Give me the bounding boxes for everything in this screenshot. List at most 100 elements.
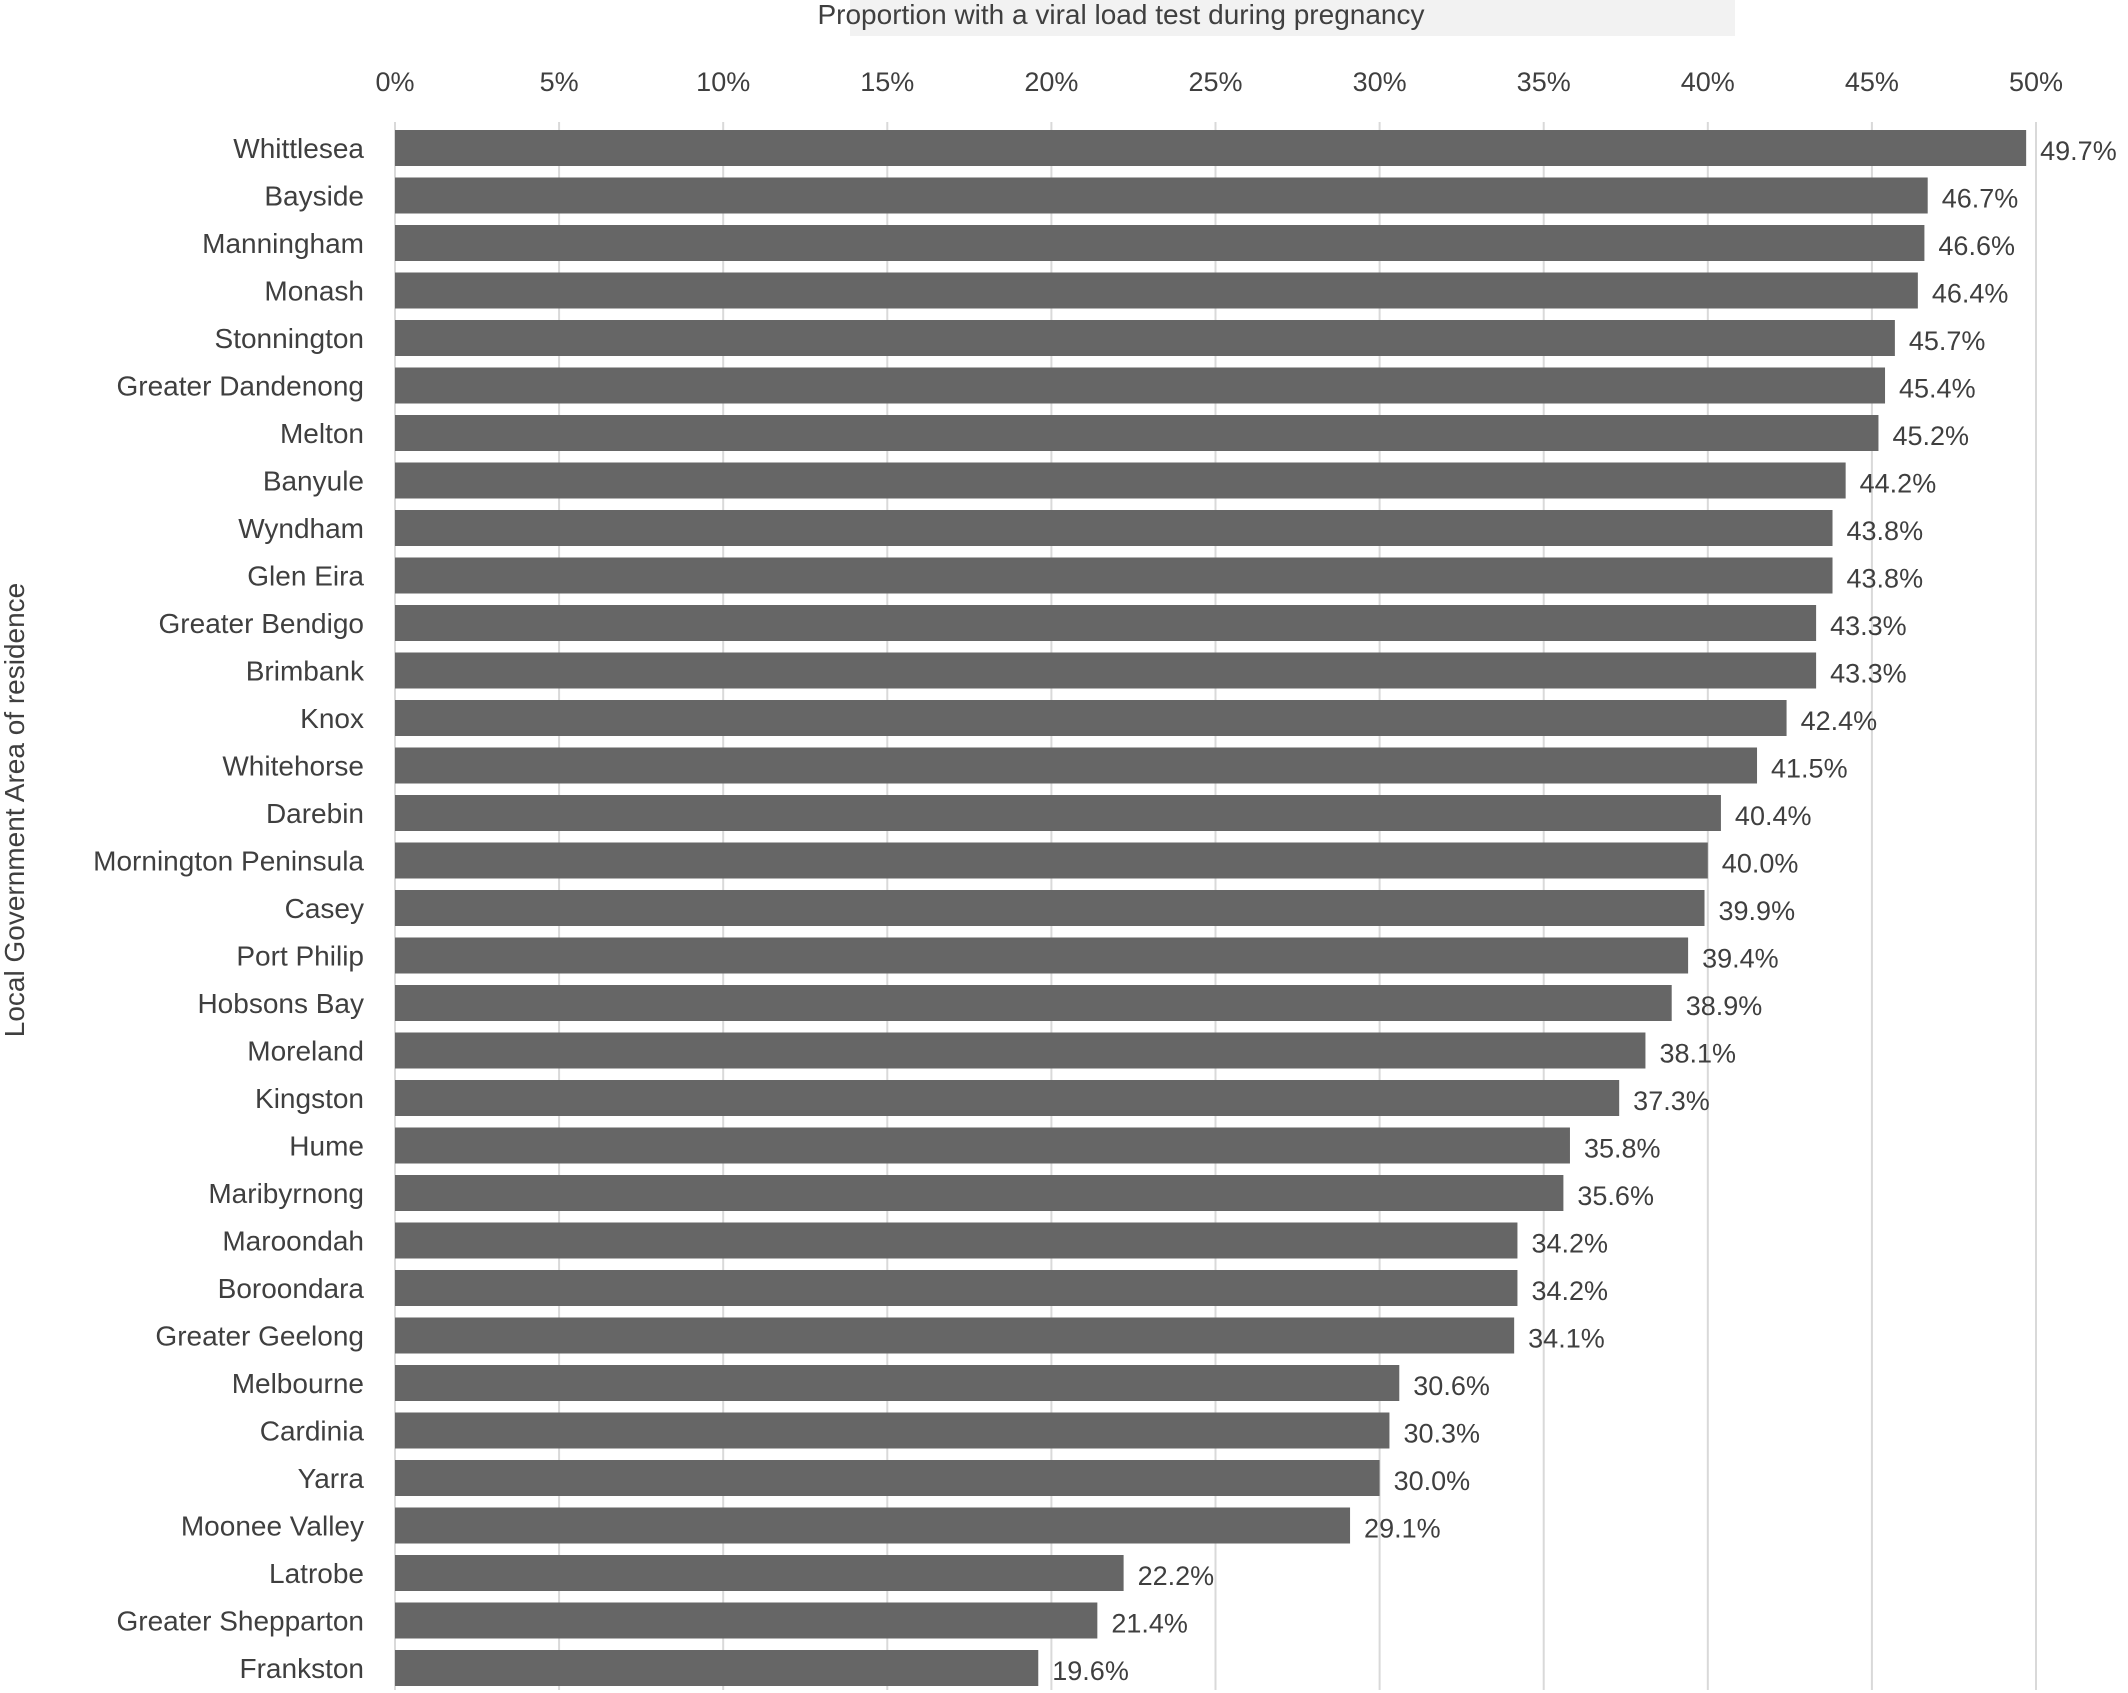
bar bbox=[395, 320, 1895, 356]
y-axis-title: Local Government Area of residence bbox=[0, 583, 30, 1037]
category-label: Brimbank bbox=[246, 656, 365, 687]
category-label: Manningham bbox=[202, 228, 364, 259]
data-label: 35.6% bbox=[1577, 1181, 1654, 1211]
category-label: Latrobe bbox=[269, 1558, 364, 1589]
x-tick-label: 5% bbox=[540, 67, 579, 97]
category-label: Greater Dandenong bbox=[116, 371, 364, 402]
data-label: 45.7% bbox=[1909, 326, 1986, 356]
data-label: 30.6% bbox=[1413, 1371, 1490, 1401]
data-label: 39.9% bbox=[1719, 896, 1796, 926]
bar bbox=[395, 367, 1886, 404]
category-label: Banyule bbox=[263, 466, 364, 497]
data-label: 46.4% bbox=[1932, 279, 2009, 309]
bar bbox=[395, 272, 1918, 309]
bar bbox=[395, 652, 1817, 689]
bar bbox=[395, 462, 1846, 499]
data-label: 30.0% bbox=[1394, 1466, 1471, 1496]
data-label: 40.0% bbox=[1722, 849, 1799, 879]
bar bbox=[395, 1127, 1570, 1164]
data-label: 41.5% bbox=[1771, 754, 1848, 784]
x-tick-label: 15% bbox=[860, 67, 914, 97]
bar bbox=[395, 510, 1833, 546]
data-label: 19.6% bbox=[1052, 1656, 1129, 1686]
category-label: Hobsons Bay bbox=[197, 988, 364, 1019]
bar bbox=[395, 700, 1787, 736]
category-label: Boroondara bbox=[218, 1273, 365, 1304]
category-label: Melton bbox=[280, 418, 364, 449]
data-label: 44.2% bbox=[1860, 469, 1937, 499]
data-label: 37.3% bbox=[1633, 1086, 1710, 1116]
bar bbox=[395, 1175, 1564, 1211]
bar bbox=[395, 177, 1928, 214]
x-axis-ticks: 0% 5% 10% 15% 20% 25% 30% 35% 40% 45% 50% bbox=[375, 67, 2063, 97]
data-label: 43.3% bbox=[1830, 659, 1907, 689]
category-label: Hume bbox=[289, 1131, 364, 1162]
bar bbox=[395, 1507, 1351, 1544]
category-label: Maribyrnong bbox=[208, 1178, 364, 1209]
category-label: Moonee Valley bbox=[181, 1511, 364, 1542]
bar bbox=[395, 1460, 1380, 1496]
bar bbox=[395, 130, 2027, 166]
data-labels: 49.7% 46.7% 46.6% 46.4% 45.7% 45.4% 45.2% 44.2%… bbox=[1052, 136, 2116, 1686]
data-label: 34.1% bbox=[1528, 1324, 1605, 1354]
data-label: 34.2% bbox=[1531, 1276, 1608, 1306]
bar bbox=[395, 1412, 1390, 1449]
x-tick-label: 0% bbox=[375, 67, 414, 97]
data-label: 45.4% bbox=[1899, 374, 1976, 404]
data-label: 43.8% bbox=[1847, 516, 1924, 546]
category-label: Glen Eira bbox=[247, 561, 364, 592]
x-tick-label: 35% bbox=[1517, 67, 1571, 97]
data-label: 43.3% bbox=[1830, 611, 1907, 641]
data-label: 21.4% bbox=[1111, 1609, 1188, 1639]
bars bbox=[395, 130, 2027, 1686]
bar bbox=[395, 795, 1721, 831]
category-label: Knox bbox=[300, 703, 364, 734]
x-tick-label: 40% bbox=[1681, 67, 1735, 97]
x-axis-title-background bbox=[850, 0, 1735, 36]
bar bbox=[395, 1650, 1039, 1686]
category-label: Monash bbox=[264, 276, 364, 307]
category-label: Greater Geelong bbox=[155, 1321, 364, 1352]
bar bbox=[395, 1317, 1515, 1354]
data-label: 42.4% bbox=[1801, 706, 1878, 736]
bar bbox=[395, 1602, 1098, 1639]
x-tick-label: 45% bbox=[1845, 67, 1899, 97]
bar bbox=[395, 842, 1708, 879]
category-label: Yarra bbox=[298, 1463, 365, 1494]
x-tick-label: 25% bbox=[1188, 67, 1242, 97]
data-label: 38.9% bbox=[1686, 991, 1763, 1021]
data-label: 49.7% bbox=[2040, 136, 2117, 166]
category-label: Moreland bbox=[247, 1036, 364, 1067]
data-label: 29.1% bbox=[1364, 1514, 1441, 1544]
data-label: 38.1% bbox=[1659, 1039, 1736, 1069]
category-label: Darebin bbox=[266, 798, 364, 829]
x-axis-title: Proportion with a viral load test during… bbox=[817, 0, 1424, 30]
bar bbox=[395, 1032, 1646, 1069]
data-label: 46.7% bbox=[1942, 184, 2019, 214]
bar bbox=[395, 1222, 1518, 1259]
category-label: Whittlesea bbox=[233, 133, 364, 164]
data-label: 30.3% bbox=[1403, 1419, 1480, 1449]
x-tick-label: 50% bbox=[2009, 67, 2063, 97]
category-label: Melbourne bbox=[232, 1368, 364, 1399]
category-label: Cardinia bbox=[260, 1416, 365, 1447]
category-label: Greater Bendigo bbox=[159, 608, 364, 639]
data-label: 35.8% bbox=[1584, 1134, 1661, 1164]
data-label: 46.6% bbox=[1938, 231, 2015, 261]
bar bbox=[395, 890, 1705, 926]
x-tick-label: 30% bbox=[1353, 67, 1407, 97]
x-tick-label: 10% bbox=[696, 67, 750, 97]
bar bbox=[395, 415, 1879, 451]
category-label: Greater Shepparton bbox=[117, 1606, 365, 1637]
category-label: Maroondah bbox=[222, 1226, 364, 1257]
data-label: 43.8% bbox=[1847, 564, 1924, 594]
bar bbox=[395, 1080, 1620, 1116]
category-label: Frankston bbox=[240, 1653, 365, 1684]
category-label: Wyndham bbox=[238, 513, 364, 544]
data-label: 34.2% bbox=[1531, 1229, 1608, 1259]
category-label: Kingston bbox=[255, 1083, 364, 1114]
bar bbox=[395, 985, 1672, 1021]
bar bbox=[395, 605, 1817, 641]
bar bbox=[395, 1555, 1124, 1591]
